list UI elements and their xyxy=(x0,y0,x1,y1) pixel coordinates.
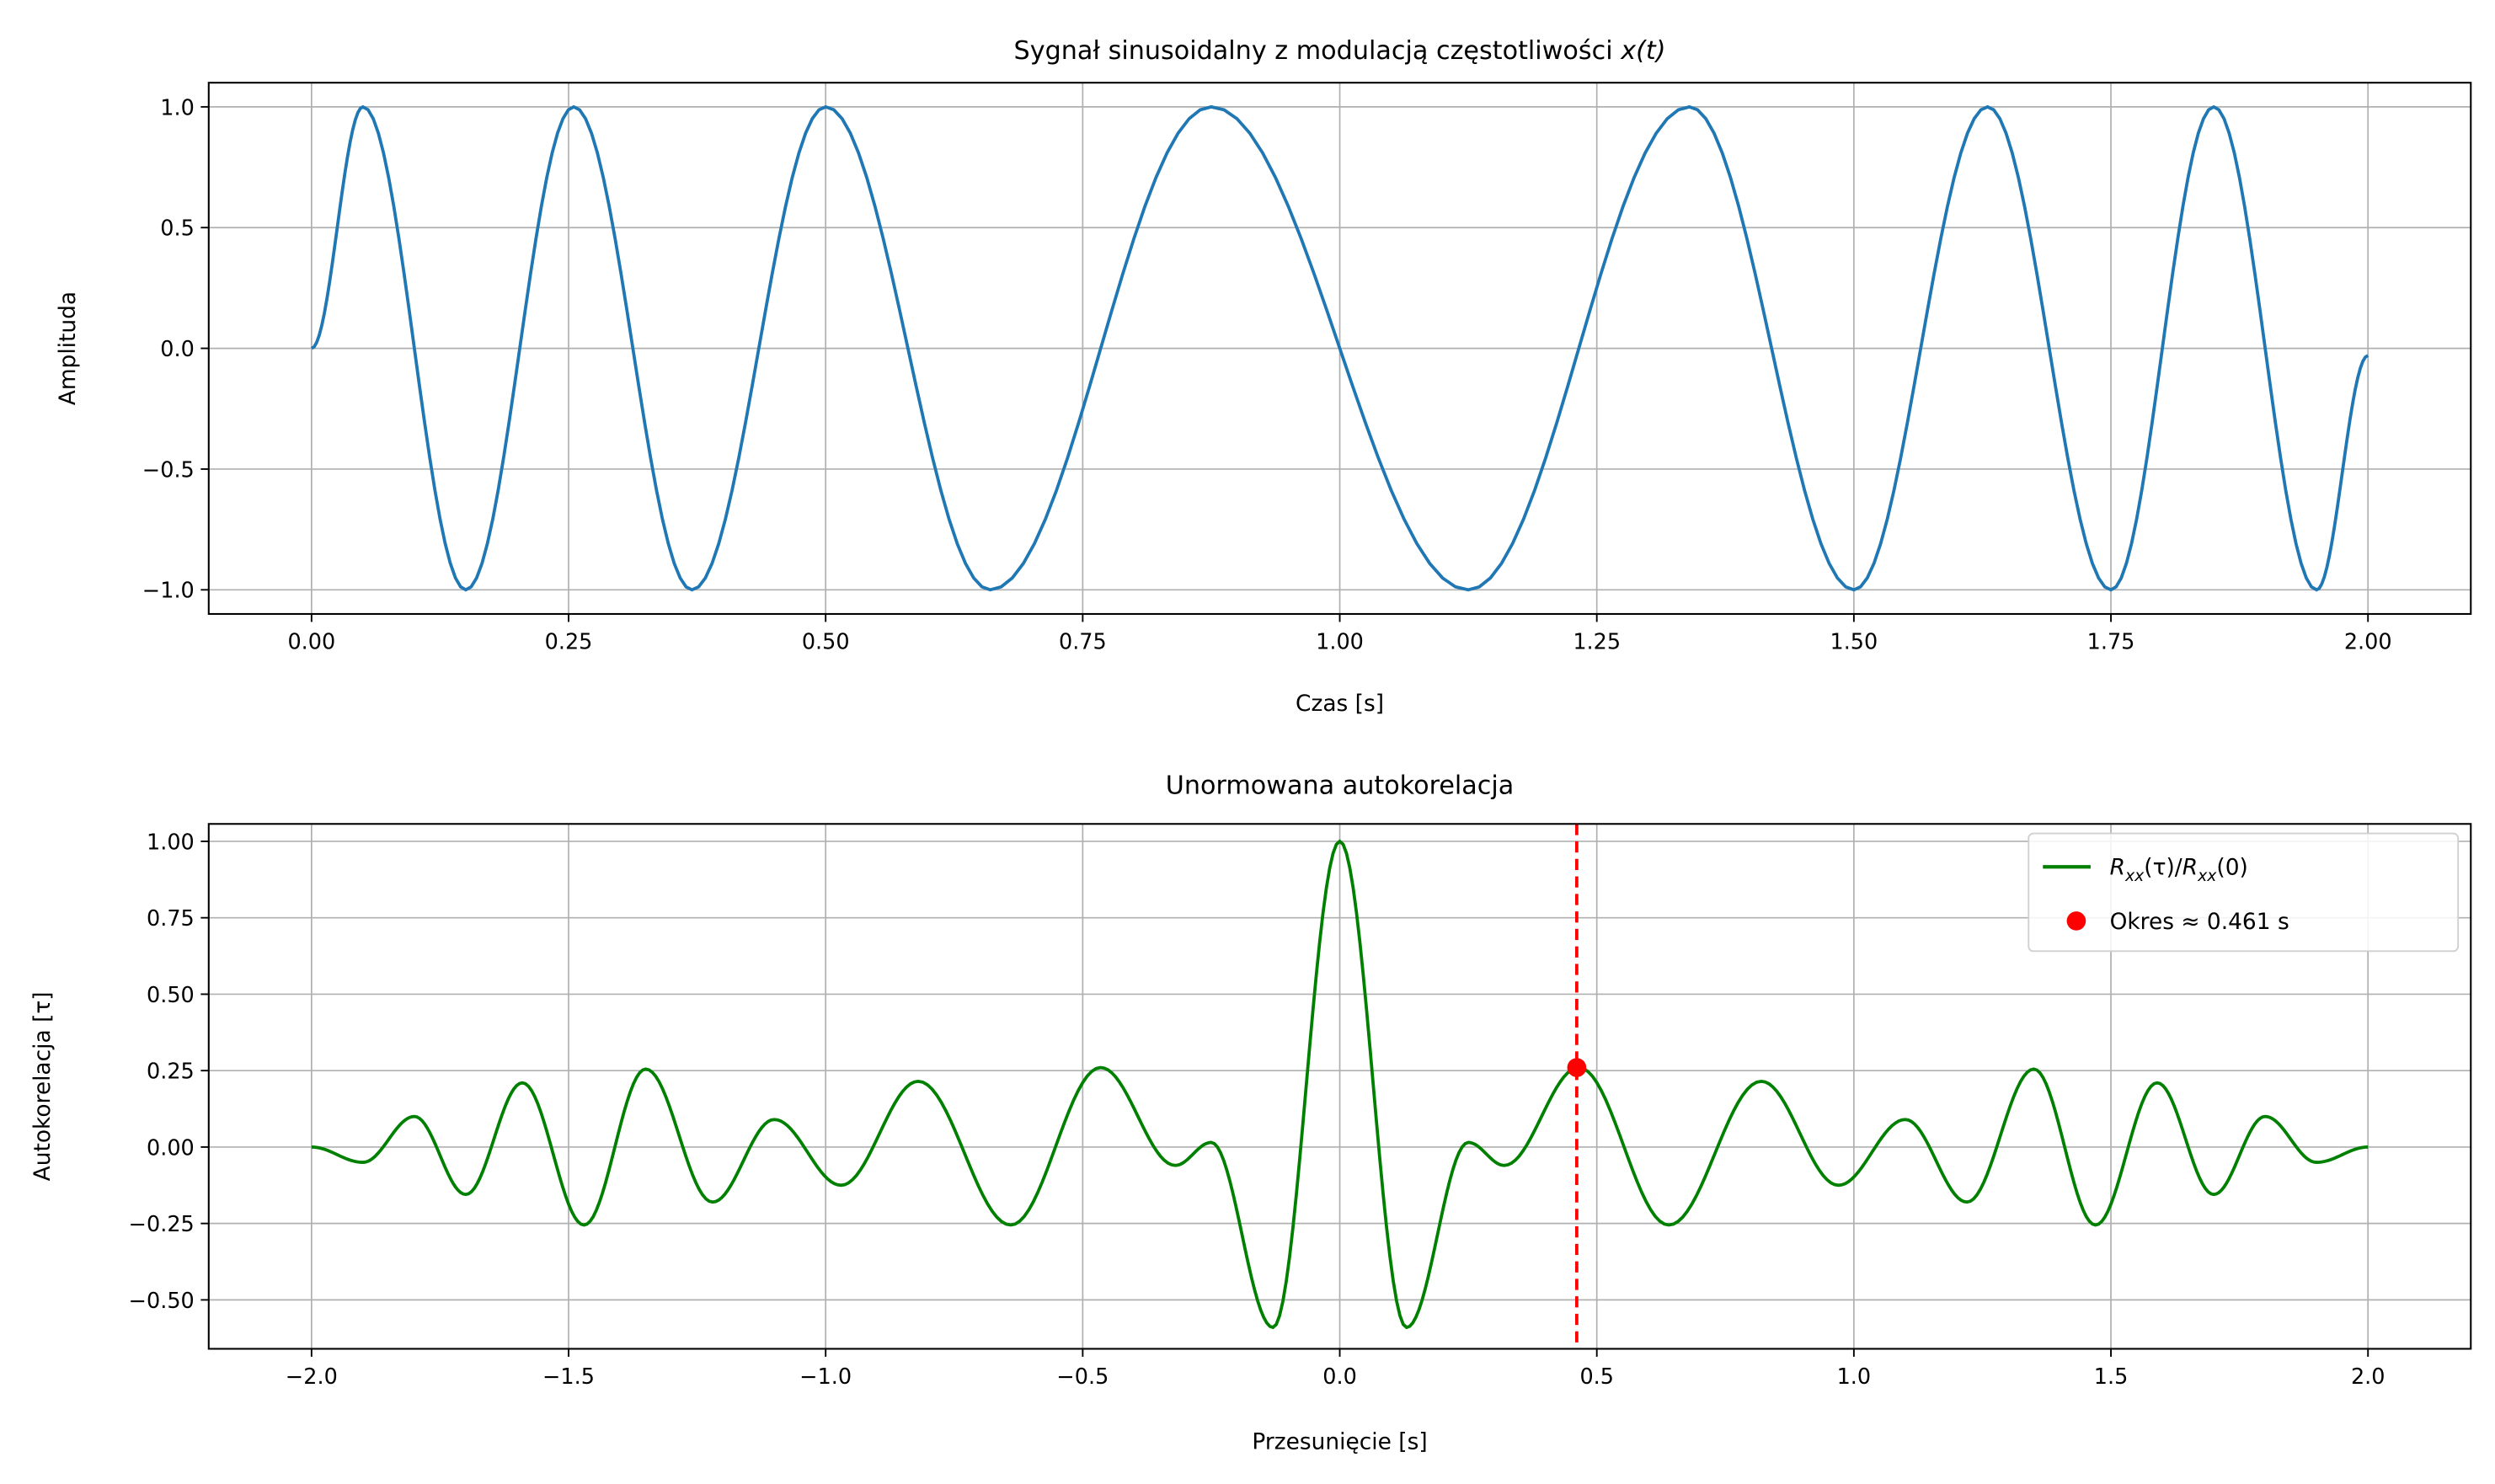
bottom-axes: −2.0 −1.5 −1.0 −0.5 0.0 0.5 1.0 1.5 2.0 −0.50 −0.2… xyxy=(129,823,2472,1390)
bottom-y-tick-label: 0.50 xyxy=(147,983,195,1008)
top-y-tick-label: 0.5 xyxy=(160,216,195,242)
bottom-x-tick-label: −1.5 xyxy=(542,1364,595,1390)
top-x-tick-label: 0.75 xyxy=(1059,630,1107,655)
top-axes: 0.00 0.25 0.50 0.75 1.00 1.25 1.50 1.75 2.00 −1.0… xyxy=(142,82,2472,655)
top-chart-title: Sygnał sinusoidalny z modulacją częstotl… xyxy=(1014,36,1666,66)
legend-label-period: Okres ≈ 0.461 s xyxy=(2110,909,2289,935)
legend: Rxx(τ)/Rxx(0) Okres ≈ 0.461 s xyxy=(2028,832,2460,953)
top-series-line xyxy=(310,104,2369,592)
top-y-tick-label: −1.0 xyxy=(142,579,195,604)
bottom-x-tick-label: −2.0 xyxy=(286,1364,338,1390)
bottom-axes-frame xyxy=(207,823,2472,1350)
bottom-x-tick-label: 0.0 xyxy=(1322,1364,1357,1390)
top-x-tick-label: 1.75 xyxy=(2087,630,2135,655)
bottom-series-line xyxy=(311,839,2369,1330)
bottom-y-tick-label: 0.00 xyxy=(147,1135,195,1161)
bottom-y-tick-label: 0.25 xyxy=(147,1060,195,1085)
bottom-y-tick-label: −0.50 xyxy=(129,1289,195,1314)
bottom-x-tick-label: 1.0 xyxy=(1837,1364,1872,1390)
bottom-x-axis-label: Przesunięcie [s] xyxy=(1252,1428,1427,1455)
bottom-y-axis-label: Autokorelacja [τ] xyxy=(29,991,56,1181)
top-y-tick-label: 1.0 xyxy=(160,95,195,120)
legend-marker-swatch xyxy=(2066,911,2086,931)
top-x-tick-label: 0.25 xyxy=(545,630,593,655)
bottom-x-tick-label: 2.0 xyxy=(2351,1364,2385,1390)
top-x-tick-label: 1.00 xyxy=(1316,630,1364,655)
period-marker-point xyxy=(1567,1058,1587,1077)
top-x-axis-label: Czas [s] xyxy=(1296,691,1384,717)
bottom-y-tick-label: 1.00 xyxy=(147,830,195,855)
top-x-tick-label: 0.00 xyxy=(287,630,335,655)
bottom-x-tick-label: 0.5 xyxy=(1579,1364,1614,1390)
bottom-x-tick-label: −1.0 xyxy=(799,1364,852,1390)
bottom-x-tick-label: −0.5 xyxy=(1056,1364,1109,1390)
top-x-tick-label: 1.25 xyxy=(1573,630,1621,655)
top-x-tick-label: 1.50 xyxy=(1830,630,1878,655)
bottom-y-tick-label: −0.25 xyxy=(129,1212,195,1237)
top-axes-frame xyxy=(207,82,2472,616)
bottom-chart-title: Unormowana autokorelacja xyxy=(1166,771,1515,800)
bottom-x-tick-label: 1.5 xyxy=(2094,1364,2129,1390)
top-y-tick-label: −0.5 xyxy=(142,457,195,483)
legend-box xyxy=(2028,832,2460,953)
top-y-tick-label: 0.0 xyxy=(160,337,195,362)
top-x-tick-label: 2.00 xyxy=(2344,630,2392,655)
top-x-tick-label: 0.50 xyxy=(802,630,850,655)
top-y-axis-label: Amplituda xyxy=(55,291,81,405)
bottom-y-tick-label: 0.75 xyxy=(147,906,195,932)
